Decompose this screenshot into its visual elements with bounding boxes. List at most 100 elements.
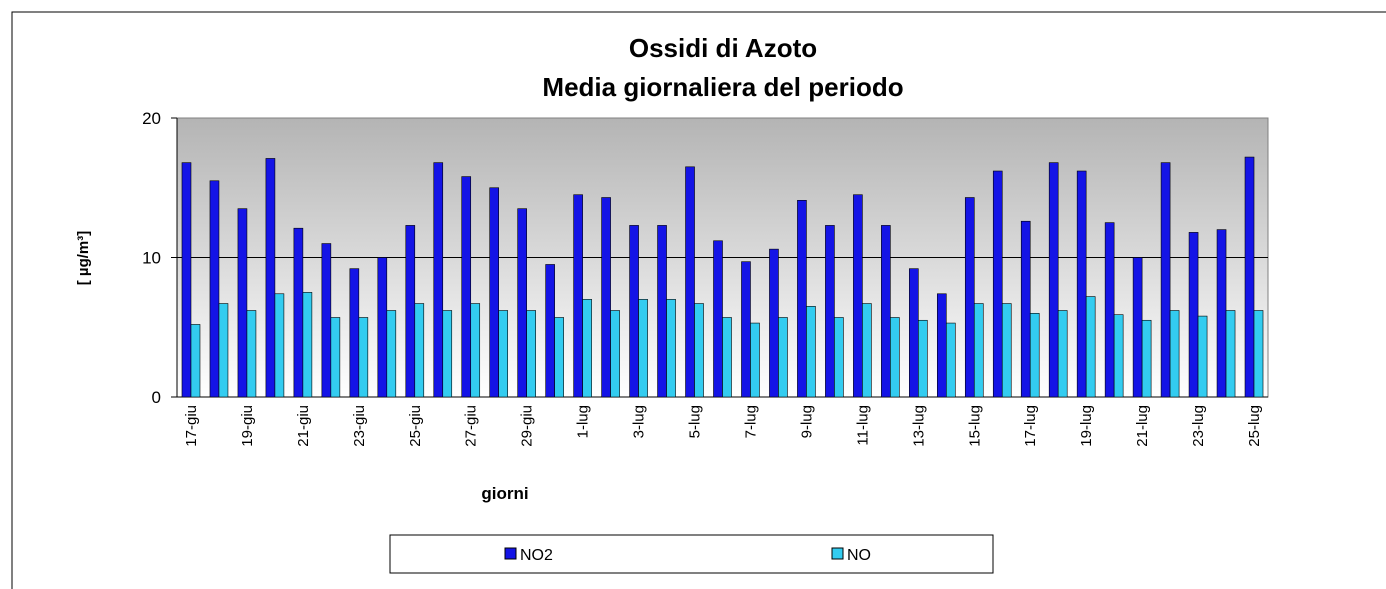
bar	[358, 317, 369, 398]
bar	[321, 243, 332, 398]
bar	[526, 310, 536, 398]
bar	[973, 303, 984, 398]
chart-title: Ossidi di Azoto	[629, 33, 817, 63]
bar	[582, 299, 592, 398]
bar	[1001, 303, 1012, 398]
bar	[377, 257, 388, 398]
x-tick-label: 27-giu	[463, 405, 480, 447]
bar	[302, 292, 313, 398]
x-tick-label: 21-giu	[295, 405, 312, 447]
chart-subtitle: Media giornaliera del periodo	[542, 72, 903, 102]
bar	[741, 261, 751, 398]
bar	[601, 197, 611, 398]
bar	[293, 227, 304, 398]
bar	[797, 200, 807, 398]
bar	[274, 293, 285, 398]
bar	[666, 299, 676, 398]
bar	[349, 268, 360, 398]
x-tick-label: 5-lug	[687, 405, 704, 438]
bar	[1104, 222, 1115, 398]
bar	[181, 162, 192, 398]
bar	[862, 303, 872, 398]
bar	[1132, 257, 1143, 398]
bar	[638, 299, 648, 398]
bar	[1160, 162, 1171, 398]
bar	[554, 317, 564, 398]
x-tick-label: 17-giu	[183, 405, 200, 447]
bar	[1188, 232, 1199, 398]
bar	[750, 322, 760, 398]
bar	[992, 170, 1003, 398]
bar	[386, 310, 397, 398]
y-tick-label: 10	[142, 249, 161, 268]
x-tick-label: 13-lug	[910, 405, 927, 447]
x-tick-label: 7-lug	[742, 405, 759, 438]
bar	[853, 194, 863, 398]
bar	[1029, 312, 1040, 398]
x-tick-label: 17-lug	[1022, 405, 1039, 447]
bar	[694, 303, 704, 398]
x-tick-label: 1-lug	[575, 405, 592, 438]
legend	[389, 534, 994, 574]
bar	[881, 225, 891, 398]
x-tick-label: 23-giu	[351, 405, 368, 447]
bar	[1113, 314, 1124, 398]
x-tick-label: 3-lug	[631, 405, 648, 438]
bar	[237, 208, 248, 398]
bar	[806, 306, 816, 398]
bar	[470, 303, 481, 398]
bar	[1085, 296, 1096, 398]
legend-label: NO2	[520, 547, 553, 564]
bar	[330, 317, 341, 398]
x-axis-label: giorni	[481, 484, 528, 503]
bar	[190, 324, 201, 398]
bar	[629, 225, 639, 398]
bar	[1057, 310, 1068, 398]
y-axis-label: [ µg/m³]	[75, 231, 92, 285]
bar	[778, 317, 788, 398]
bar	[909, 268, 919, 398]
bar	[1253, 310, 1264, 398]
bar	[265, 158, 276, 398]
bar	[433, 162, 444, 398]
x-tick-label: 25-lug	[1246, 405, 1263, 447]
bar	[442, 310, 453, 398]
bar	[489, 187, 500, 398]
x-tick-label: 29-giu	[519, 405, 536, 447]
legend-swatch	[504, 547, 517, 560]
bar	[945, 322, 956, 398]
x-tick-label: 25-giu	[407, 405, 424, 447]
bar	[834, 317, 844, 398]
bar	[461, 176, 472, 398]
bar	[498, 310, 509, 398]
legend-label: NO	[847, 547, 871, 564]
bar	[1216, 229, 1227, 398]
bar	[769, 248, 779, 398]
y-tick-label: 0	[152, 388, 161, 407]
bar	[246, 310, 257, 398]
bar	[218, 303, 229, 398]
bar	[610, 310, 620, 398]
bar	[964, 197, 975, 398]
x-tick-label: 23-lug	[1190, 405, 1207, 447]
bar	[1244, 156, 1255, 398]
bar	[1197, 315, 1208, 398]
x-tick-label: 19-lug	[1078, 405, 1095, 447]
x-tick-label: 19-giu	[239, 405, 256, 447]
bar	[517, 208, 527, 398]
chart-frame	[11, 11, 1386, 589]
x-tick-label: 15-lug	[966, 405, 983, 447]
bar	[545, 264, 555, 398]
bar	[713, 240, 723, 398]
bar	[825, 225, 835, 398]
bar	[405, 225, 416, 398]
bar	[1225, 310, 1236, 398]
bar	[1076, 170, 1087, 398]
bar	[1169, 310, 1180, 398]
bar	[414, 303, 425, 398]
bar	[657, 225, 667, 398]
bar	[209, 180, 220, 398]
x-tick-label: 11-lug	[854, 405, 871, 446]
bar	[918, 319, 928, 398]
